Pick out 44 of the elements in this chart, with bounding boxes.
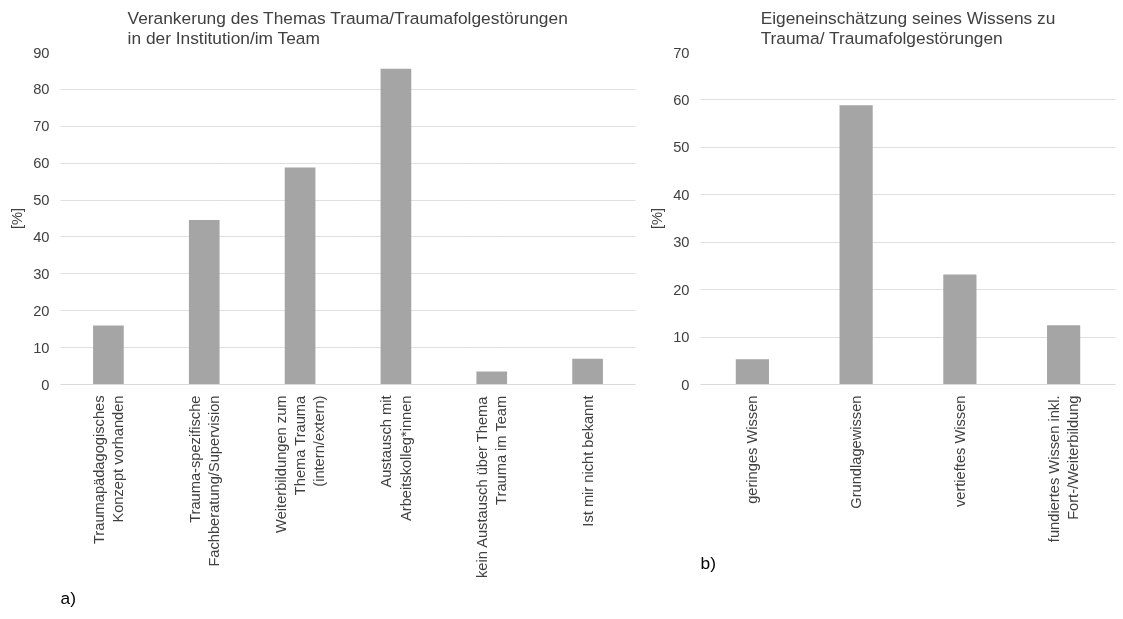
y-tick-label: 10 [33, 339, 50, 356]
y-tick-label: 80 [33, 81, 50, 98]
x-tick-label: vertieftes Wissen [951, 395, 968, 508]
y-tick-label: 70 [673, 44, 690, 61]
x-tick-label: Weiterbildungen zum Thema Trauma (intern/extern) [272, 394, 328, 533]
y-tick-label: 70 [33, 118, 50, 135]
bar [943, 274, 977, 385]
y-tick-label: 40 [33, 228, 50, 245]
x-tick-label: Grundlagewissen [848, 395, 865, 509]
x-tick-label: Austausch mit Arbeitskolleg*innen [378, 395, 414, 521]
bar [93, 325, 124, 385]
y-axis-title: [%] [649, 207, 666, 230]
y-tick-label: 30 [673, 234, 690, 251]
y-tick-label: 50 [33, 192, 50, 209]
bar [380, 68, 412, 385]
x-tick-label: geringes Wissen [744, 395, 761, 504]
y-tick-label: 30 [33, 265, 50, 282]
chart-title: Verankerung des Themas Trauma/Traumafolgestörungen in der Institution/im Team [127, 7, 568, 48]
y-axis-title: [%] [9, 207, 26, 230]
chart-title: Eigeneinschätzung seines Wissens zu Trauma/ Traumafolgestörungen [760, 7, 1056, 48]
y-tick-label: 60 [673, 91, 690, 108]
y-tick-label: 40 [673, 186, 690, 203]
bar [839, 105, 873, 385]
bar [188, 219, 220, 385]
x-tick-label: Traumapädagogisches Konzept vorhanden [90, 395, 127, 545]
y-tick-label: 0 [41, 376, 50, 393]
y-tick-label: 20 [673, 281, 690, 298]
bar [1047, 325, 1081, 385]
y-tick-label: 20 [33, 302, 50, 319]
x-tick-label: fundiertes Wissen inkl. Fort-/Weiterbildung [1046, 395, 1082, 543]
y-tick-label: 10 [673, 329, 690, 346]
bar [284, 167, 316, 385]
y-tick-label: 0 [681, 376, 690, 393]
x-tick-label: Trauma-spezifische Fachberatung/Supervision [186, 395, 222, 567]
x-tick-label: kein Austausch über Thema Trauma im Team [474, 395, 510, 578]
bar [735, 359, 769, 385]
y-tick-label: 50 [673, 139, 690, 156]
bar [476, 371, 508, 385]
text: b) [700, 552, 716, 573]
x-tick-label: Ist mir nicht bekannt [579, 395, 596, 527]
bar [572, 358, 603, 385]
text: a) [60, 587, 76, 608]
y-tick-label: 60 [33, 155, 50, 172]
y-tick-label: 90 [33, 44, 50, 61]
